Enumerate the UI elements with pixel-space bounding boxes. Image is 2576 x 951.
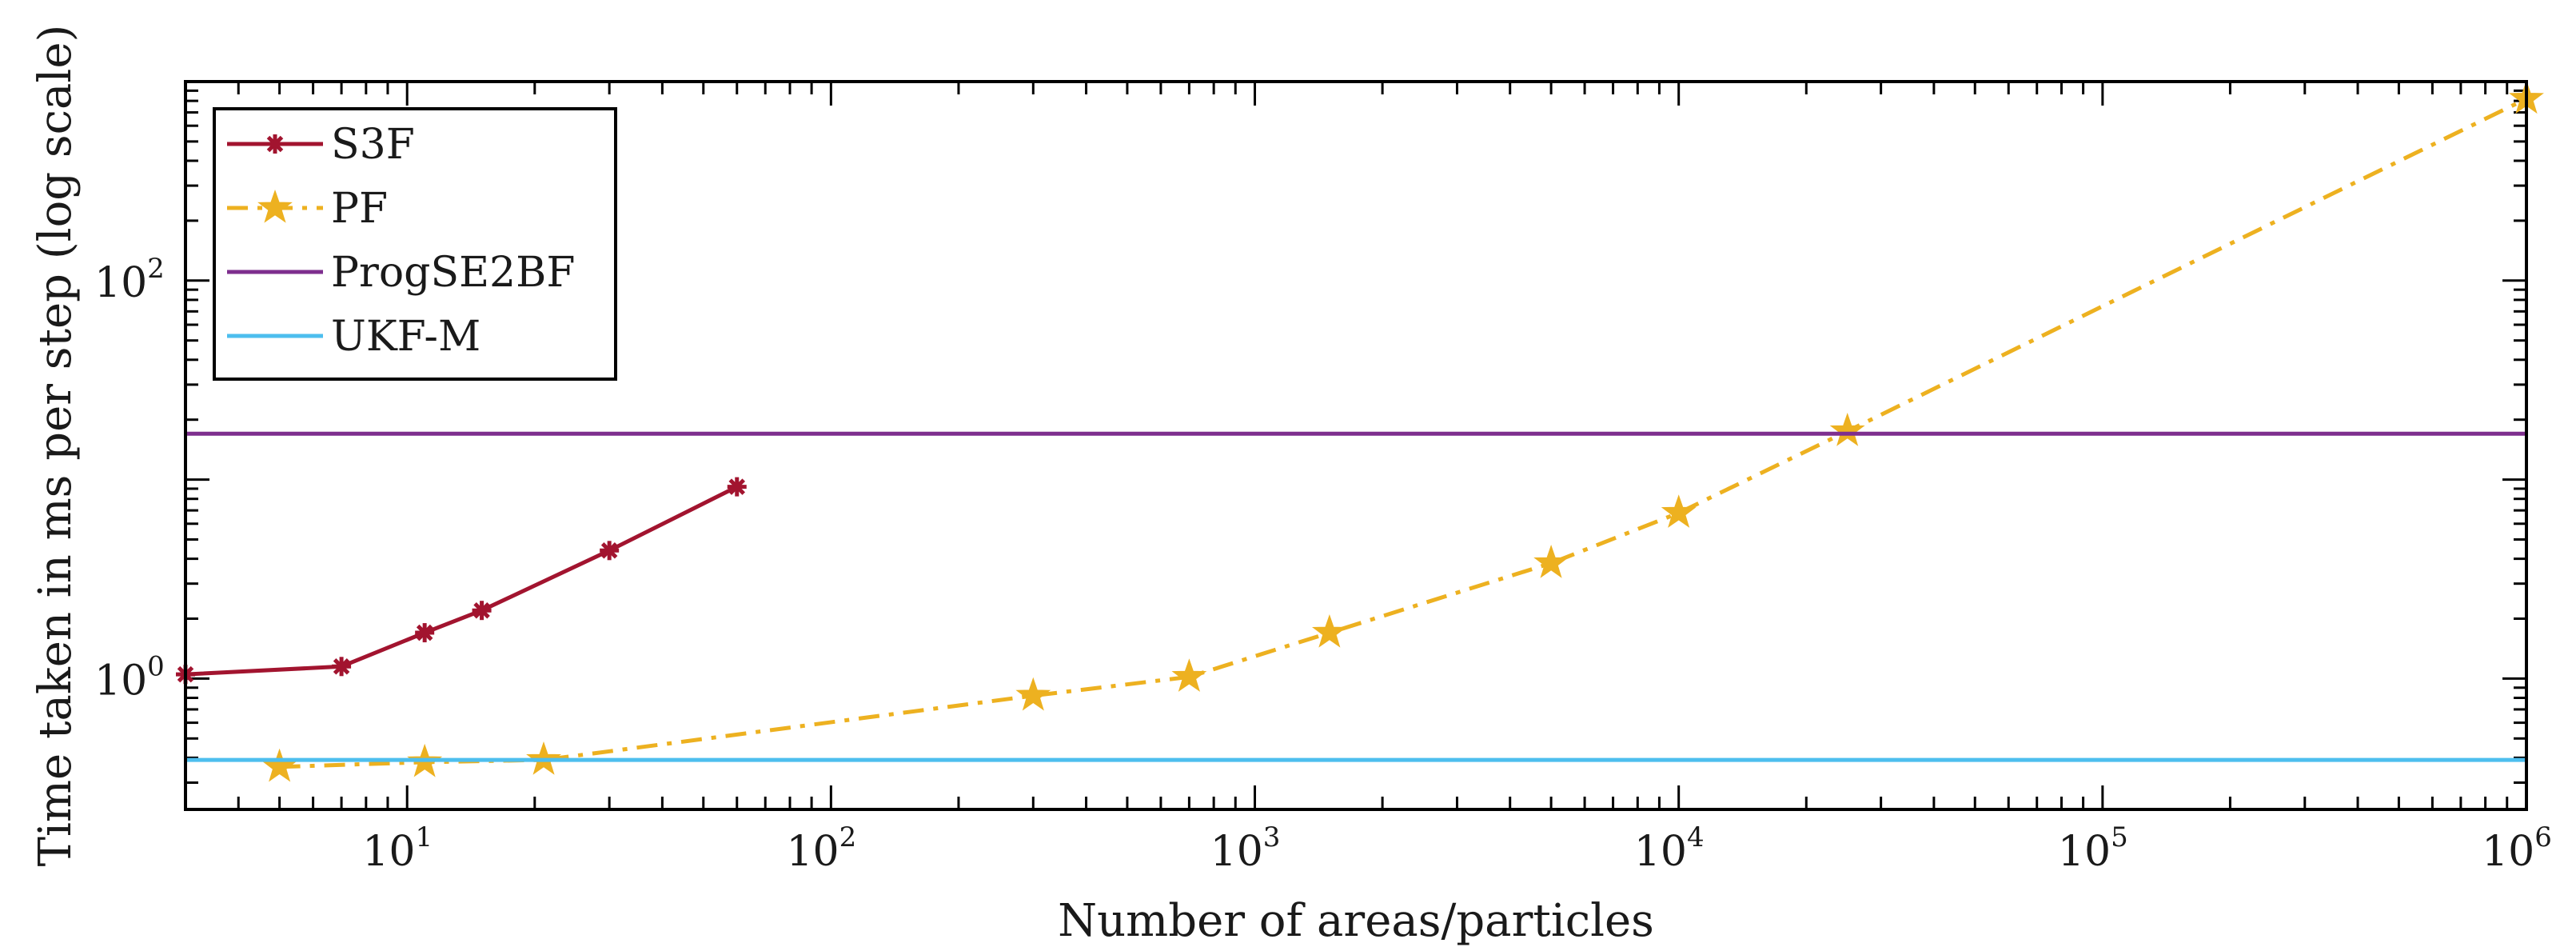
data-point-s3f — [332, 657, 352, 677]
data-point-pf — [1533, 545, 1569, 578]
legend-label-pf: PF — [331, 185, 388, 233]
data-point-pf — [1311, 614, 1347, 648]
legend-label-s3f: S3F — [331, 121, 415, 169]
data-point-pf — [1171, 658, 1207, 692]
series-s3f — [176, 477, 747, 685]
axis-ticks — [184, 80, 2528, 809]
x-axis-title: Number of areas/particles — [1058, 895, 1654, 947]
legend-label-progse2bf: ProgSE2BF — [331, 249, 575, 297]
data-point-pf — [261, 748, 297, 782]
legend-entry-s3f: S3F — [227, 121, 415, 169]
legend-entry-ukf-m: UKF-M — [227, 313, 481, 361]
y-tick-label: 100 — [94, 650, 165, 705]
x-tick-label: 102 — [786, 821, 856, 876]
data-point-s3f — [727, 477, 747, 497]
y-axis-title: Time taken in ms per step (log scale) — [30, 25, 82, 867]
x-tick-label: 104 — [1634, 821, 1705, 876]
legend-marker-pf — [257, 189, 293, 223]
data-point-pf — [1015, 677, 1051, 711]
x-tick-label: 101 — [362, 821, 433, 876]
x-tick-label: 103 — [1210, 821, 1281, 876]
x-tick-label: 106 — [2482, 821, 2552, 876]
plot-frame — [184, 80, 2528, 811]
series-layer — [176, 80, 2544, 782]
series-line-pf — [279, 97, 2528, 769]
legend: S3F PF ProgSE2BF UKF-M — [213, 107, 617, 381]
legend-marker-s3f — [265, 134, 285, 154]
data-point-pf — [1829, 413, 1865, 446]
y-tick-labels: 100 102 — [94, 253, 165, 705]
x-tick-labels: 101 102 103 104 105 106 — [362, 821, 2552, 876]
data-point-s3f — [472, 601, 492, 621]
legend-entry-progse2bf: ProgSE2BF — [227, 249, 575, 297]
legend-label-ukf-m: UKF-M — [331, 313, 481, 361]
x-tick-label: 105 — [2058, 821, 2128, 876]
data-point-s3f — [415, 623, 435, 643]
series-line-s3f — [185, 485, 738, 677]
data-point-pf — [1661, 494, 1697, 528]
data-point-s3f — [600, 541, 620, 561]
y-tick-label: 102 — [94, 253, 165, 307]
legend-entry-pf: PF — [227, 185, 388, 233]
